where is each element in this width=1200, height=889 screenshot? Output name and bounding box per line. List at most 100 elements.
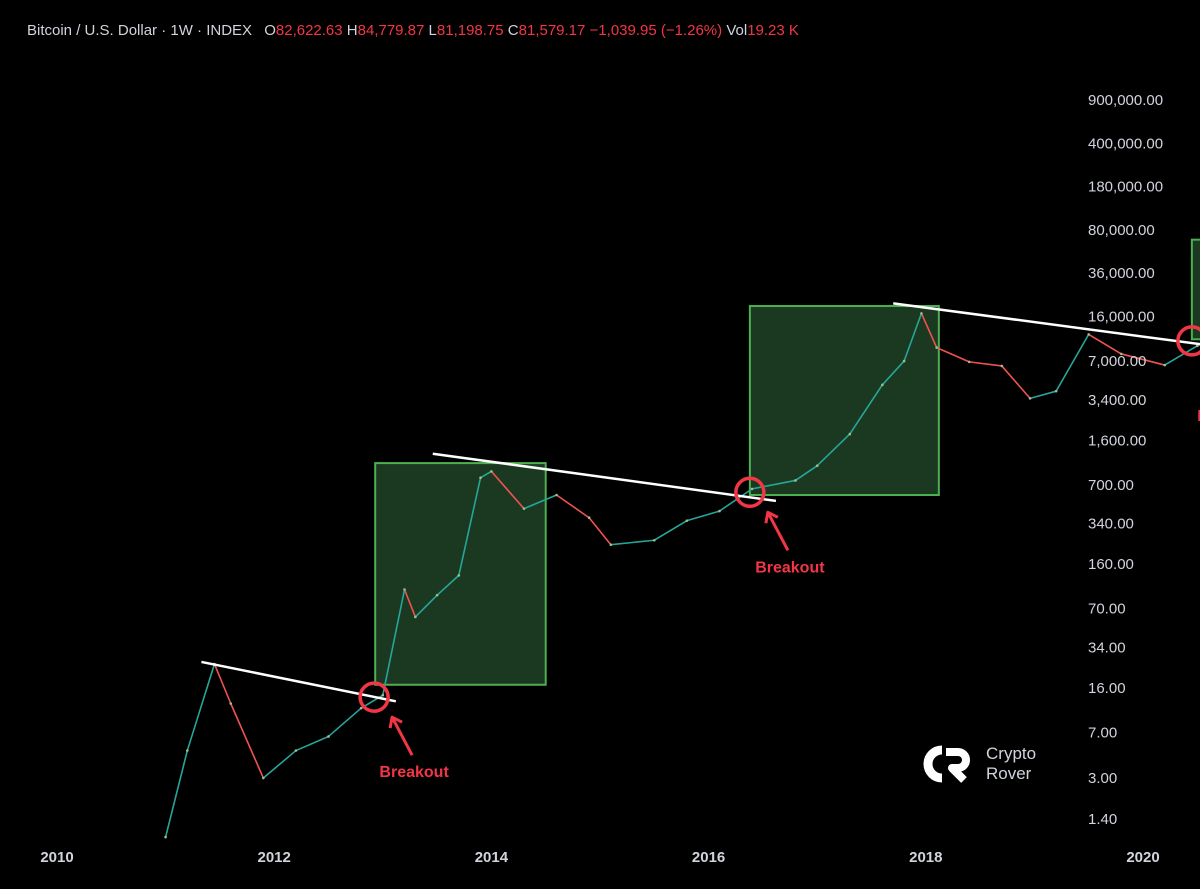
- price-point: [555, 493, 558, 497]
- price-segment: [262, 749, 297, 779]
- breakout-circle-3: [1176, 325, 1200, 357]
- breakout-label-1: Breakout: [379, 764, 449, 781]
- open-label: O: [264, 22, 276, 39]
- change-value: −1,039.95 (−1.26%): [589, 22, 723, 39]
- price-segment: [1087, 333, 1123, 355]
- price-point: [381, 693, 385, 697]
- price-point: [1054, 389, 1058, 393]
- breakout-label-3: Breakout: [1197, 408, 1200, 425]
- y-tick-label: 400,000.00: [1088, 136, 1163, 153]
- price-point: [935, 346, 938, 349]
- price-segment: [903, 312, 923, 362]
- target-boxes: [374, 238, 1200, 686]
- trendlines: [201, 302, 1200, 703]
- price-segment: [610, 539, 656, 546]
- y-tick-label: 700.00: [1088, 477, 1134, 494]
- price-point: [327, 735, 330, 738]
- logo-text-line1: Crypto: [986, 744, 1037, 763]
- y-tick-label: 80,000.00: [1088, 222, 1155, 239]
- target-box-3: [1190, 238, 1200, 341]
- price-point: [902, 359, 906, 363]
- y-tick-label: 1.40: [1088, 811, 1117, 828]
- price-segment: [653, 519, 688, 542]
- price-point: [1087, 333, 1090, 336]
- price-segment: [686, 510, 721, 522]
- y-tick-label: 34.00: [1088, 640, 1126, 657]
- x-tick-label: 2020: [1126, 849, 1159, 866]
- volume-value: 19.23 K: [747, 22, 799, 39]
- price-segment: [479, 470, 493, 479]
- breakout-markers: BreakoutBreakoutBreakoutBreakout: [358, 325, 1200, 781]
- trendline-1: [201, 660, 397, 703]
- breakout-arrow-2: [766, 511, 790, 551]
- price-segment: [295, 735, 330, 752]
- y-tick-label: 900,000.00: [1088, 92, 1163, 109]
- price-point: [1119, 352, 1123, 356]
- price-segment: [794, 464, 819, 482]
- x-tick-label: 2012: [258, 849, 291, 866]
- price-point: [587, 516, 591, 520]
- x-tick-label: 2018: [909, 849, 942, 866]
- price-point: [229, 702, 233, 705]
- price-segment: [403, 588, 417, 618]
- close-value: 81,579.17: [518, 22, 586, 39]
- price-segment: [1029, 390, 1057, 400]
- price-segment: [436, 574, 460, 596]
- price-point: [881, 383, 884, 387]
- target-box-1: [374, 462, 547, 686]
- price-segment: [555, 494, 590, 519]
- y-axis: 900,000.00 400,000.00 180,000.00 80,000.00 3…: [1088, 92, 1163, 828]
- open-value: 82,622.63: [275, 22, 343, 39]
- price-segment: [920, 312, 938, 349]
- price-point: [794, 479, 797, 482]
- price-point: [435, 593, 439, 597]
- price-segment: [414, 594, 438, 618]
- price-segment: [1001, 365, 1031, 400]
- price-segment: [229, 702, 265, 779]
- price-point: [920, 312, 923, 315]
- x-tick-label: 2014: [475, 849, 509, 866]
- symbol-title: Bitcoin / U.S. Dollar · 1W · INDEX: [27, 22, 253, 39]
- price-point: [750, 487, 754, 491]
- price-point: [522, 507, 526, 510]
- price-segment: [213, 663, 232, 705]
- price-point: [164, 835, 167, 839]
- price-segment: [751, 479, 797, 490]
- breakout-circle-1: [358, 681, 390, 713]
- y-tick-label: 1,600.00: [1088, 432, 1146, 449]
- breakout-label-2: Breakout: [755, 559, 825, 576]
- y-tick-label: 3,400.00: [1088, 392, 1146, 409]
- price-segment: [458, 476, 482, 577]
- y-tick-label: 180,000.00: [1088, 179, 1163, 196]
- price-point: [1163, 363, 1167, 367]
- y-tick-label: 7.00: [1088, 724, 1117, 741]
- y-tick-label: 16.00: [1088, 680, 1126, 697]
- price-segment: [1120, 353, 1166, 366]
- logo-text-line2: Rover: [986, 764, 1032, 783]
- price-segment: [186, 663, 216, 752]
- price-segment: [816, 433, 851, 467]
- x-axis: 2010201220142016201820202022202420262028: [40, 849, 1159, 866]
- breakout-arrowhead-1: [388, 715, 403, 729]
- y-tick-label: 70.00: [1088, 601, 1126, 618]
- price-point: [1196, 344, 1199, 348]
- price-segment: [164, 749, 189, 838]
- price-segment: [968, 361, 1003, 367]
- crypto-rover-logo-icon: [923, 745, 970, 783]
- y-tick-label: 16,000.00: [1088, 309, 1155, 326]
- price-point: [685, 519, 689, 522]
- breakout-circle-2: [734, 476, 766, 509]
- y-tick-label: 340.00: [1088, 516, 1134, 533]
- price-point: [967, 360, 971, 364]
- price-segment: [381, 588, 406, 697]
- low-label: L: [428, 22, 437, 39]
- price-point: [457, 574, 461, 577]
- price-point: [1000, 364, 1004, 368]
- price-segment: [523, 494, 558, 510]
- price-segment: [1055, 333, 1090, 392]
- volume-label: Vol: [726, 22, 748, 39]
- trendline-2: [432, 452, 777, 503]
- price-point: [414, 615, 417, 619]
- price-segment: [718, 488, 753, 512]
